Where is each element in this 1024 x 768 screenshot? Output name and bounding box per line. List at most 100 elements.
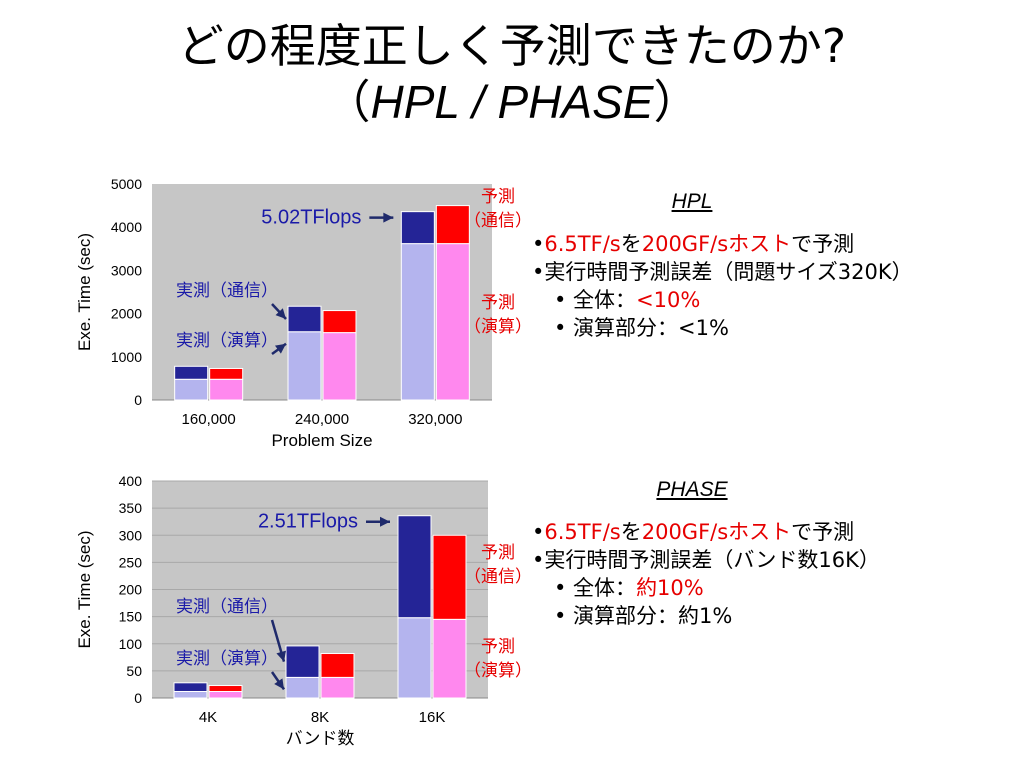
hpl-note-1: •6.5TF/sを200GF/sホストで予測 [532,230,1002,258]
bar-measured-comm [400,211,435,245]
phase-chart: 0 50 100 150 200 250 300 350 400 4K 8K 16K バンド数 Exe. … [75,473,532,748]
phase-note-2: •実行時間予測誤差（バンド数16K） [532,548,880,572]
bar-measured-comp [287,331,322,401]
hpl-note-3: • 全体：<10% [532,286,1002,314]
predicted-comm-label-1: 予測 [481,187,515,206]
bar-predicted-comm [320,653,355,678]
y-tick-label: 0 [134,690,142,706]
bar-measured-comm [174,365,209,380]
phase-note-3-label: • 全体： [554,576,637,600]
y-tick-label: 100 [119,636,143,652]
phase-note-1-rate: 6.5TF/s [544,520,621,544]
bar-predicted-comm [209,367,244,380]
predicted-comm-label-2: （通信） [464,211,532,230]
predicted-comp-label-2: （演算） [464,317,532,336]
predicted-comp-label-2: （演算） [464,661,532,680]
hpl-note-1-rate: 6.5TF/s [544,232,621,256]
y-tick-label: 300 [119,527,143,543]
predicted-comm-label-2: （通信） [464,567,532,586]
predicted-comp-label-1: 予測 [481,637,515,656]
bar-predicted-comm [208,685,243,692]
hpl-chart: 0 1000 2000 3000 4000 5000 160,000 240,000 320,0… [75,176,532,450]
measured-comm-arrow-head [275,308,286,319]
hpl-note-1-host: 200GF/sホスト [641,232,792,256]
bar-predicted-comp [322,332,357,401]
bar-predicted-comm [435,205,470,245]
bar-predicted-comp [320,676,355,699]
y-tick-label: 400 [119,473,143,489]
flops-arrow-head [383,212,394,223]
title-open-paren: （ [324,75,371,129]
measured-comp-label: 実測（演算） [176,649,278,668]
title-line-2: （HPL / PHASE） [0,74,1024,130]
bar-measured-comp [174,378,209,401]
bar-measured-comp [400,243,435,401]
bar-measured-comm [173,682,208,692]
x-axis-title: バンド数 [286,729,355,748]
y-tick-label: 0 [134,392,142,408]
phase-note-3: • 全体：約10% [532,574,1002,602]
phase-note-1-host: 200GF/sホスト [641,520,792,544]
measured-comm-arrow-head [276,650,287,662]
phase-note-4: • 演算部分：約1% [554,604,733,628]
hpl-notes: HPL •6.5TF/sを200GF/sホストで予測 •実行時間予測誤差（問題サ… [532,188,1002,342]
y-tick-label: 150 [119,609,143,625]
bullet: • [532,232,545,256]
y-tick-label: 350 [119,500,143,516]
flops-arrow-head [380,516,390,527]
bar-measured-comp [285,676,320,699]
bar-predicted-comp [435,243,470,401]
phase-note-3-value: 約10% [636,576,704,600]
y-tick-label: 250 [119,554,143,570]
title-close-paren: ） [653,75,700,129]
phase-notes-heading: PHASE [656,478,728,501]
y-axis-title: Exe. Time (sec) [75,530,94,648]
title-subtitle: HPL / PHASE [370,76,654,128]
bar-predicted-comm [432,534,467,620]
y-axis-title: Exe. Time (sec) [75,233,94,351]
hpl-note-4: • 演算部分：<1% [554,316,729,340]
x-tick-label: 320,000 [408,411,462,428]
x-tick-label: 160,000 [182,411,236,428]
bullet: • [532,520,545,544]
measured-comp-label: 実測（演算） [176,331,278,350]
phase-note-1-mid: を [620,520,642,544]
y-tick-label: 5000 [111,176,142,192]
x-tick-label: 16K [419,709,446,726]
measured-comm-label: 実測（通信） [176,281,278,300]
bar-measured-comp [173,690,208,699]
phase-note-1: •6.5TF/sを200GF/sホストで予測 [532,518,1002,546]
y-tick-label: 3000 [111,262,142,278]
x-tick-label: 4K [199,709,217,726]
hpl-note-2: •実行時間予測誤差（問題サイズ320K） [532,260,913,284]
flops-label: 5.02TFlops [261,207,361,229]
phase-notes: PHASE •6.5TF/sを200GF/sホストで予測 •実行時間予測誤差（バ… [532,476,1002,630]
measured-comp-arrow-head [274,343,286,354]
bar-predicted-comp [208,690,243,699]
measured-comp-arrow-head [274,678,284,690]
y-tick-label: 1000 [111,349,142,365]
predicted-comp-label-1: 予測 [481,293,515,312]
bar-predicted-comm [322,310,357,334]
bar-measured-comm [287,305,322,333]
hpl-note-1-post: で予測 [791,232,855,256]
x-tick-label: 8K [311,709,329,726]
y-tick-label: 4000 [111,219,142,235]
phase-note-1-post: で予測 [791,520,855,544]
y-tick-label: 2000 [111,306,142,322]
x-tick-label: 240,000 [295,411,349,428]
flops-label: 2.51TFlops [258,511,358,533]
y-tick-label: 50 [126,663,142,679]
hpl-note-1-mid: を [620,232,642,256]
bar-measured-comm [285,645,320,678]
title-line-1: どの程度正しく予測できたのか? [177,19,847,73]
hpl-note-3-label: • 全体： [554,288,637,312]
bar-predicted-comp [209,378,244,401]
predicted-comm-label-1: 予測 [481,543,515,562]
bar-measured-comp [397,617,432,699]
plot-area [152,184,492,400]
bar-predicted-comp [432,618,467,699]
bar-measured-comm [397,515,432,619]
slide-title: どの程度正しく予測できたのか? （HPL / PHASE） [0,18,1024,130]
measured-comm-label: 実測（通信） [176,597,278,616]
